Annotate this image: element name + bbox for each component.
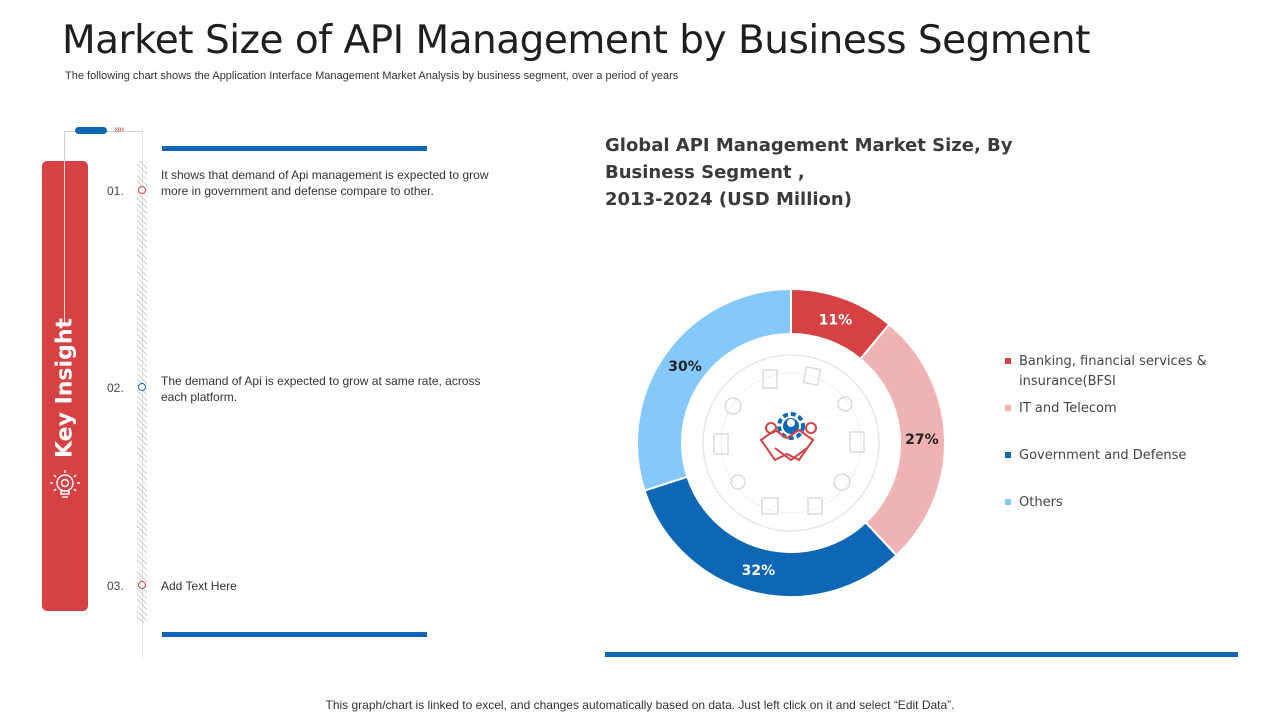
handshake-gear-icon [759,412,817,462]
key-panel-divider [64,161,65,323]
chart-title-line-1: Global API Management Market Size, By [605,135,1013,156]
legend-label-bfsi-line-2: insurance(BFSI [1019,374,1116,389]
decorative-pill [75,127,107,134]
legend-item-it-telecom: IT and Telecom [1005,399,1235,419]
donut-chart: 11% 27% 32% 30% [636,287,946,598]
top-rule [162,146,427,151]
legend-item-bfsi: Banking, financial services & insurance(… [1005,352,1235,392]
step-marker-1 [138,186,146,194]
chart-title-line-2: Business Segment , [605,162,805,183]
chart-title: Global API Management Market Size, By Bu… [605,132,1045,213]
footer-note: This graph/chart is linked to excel, and… [325,698,955,712]
center-illustration [702,354,880,532]
legend-label-bfsi-line-1: Banking, financial services & [1019,354,1207,369]
data-label-it-telecom: 27% [905,432,939,448]
legend-item-government: Government and Defense [1005,446,1235,466]
data-label-others: 30% [668,359,702,375]
legend-swatch-others [1005,499,1011,505]
step-number-1: 01. [107,184,124,198]
chart-bottom-rule [605,652,1238,657]
legend-label-government: Government and Defense [1019,448,1187,463]
data-label-bfsi: 11% [819,313,853,329]
step-text-2: The demand of Api is expected to grow at… [161,374,481,404]
legend-swatch-it-telecom [1005,405,1011,411]
legend-label-it-telecom: IT and Telecom [1019,401,1117,416]
legend-swatch-government [1005,452,1011,458]
key-insight-label: Key Insight [52,318,78,458]
data-label-government: 32% [742,563,776,579]
timeline-hatch [137,161,147,623]
step-marker-3 [138,581,146,589]
donut-slice-government [643,475,898,598]
key-connector-line-vertical [64,131,65,161]
page-subtitle: The following chart shows the Applicatio… [65,70,679,82]
chevrons-icon: ›››› [114,124,124,135]
step-number-3: 03. [107,579,124,593]
donut-slice-others [636,287,792,492]
lightbulb-icon [50,470,80,498]
legend-swatch-bfsi [1005,358,1011,364]
page-title: Market Size of API Management by Busines… [62,18,1090,63]
step-marker-2 [138,383,146,391]
legend-item-others: Others [1005,493,1235,513]
bottom-rule [162,632,427,637]
legend-label-others: Others [1019,495,1063,510]
step-number-2: 02. [107,381,124,395]
step-text-3: Add Text Here [161,579,237,593]
chart-title-line-3: 2013-2024 (USD Million) [605,189,852,210]
key-insight-panel [42,161,88,611]
step-text-1: It shows that demand of Api management i… [161,168,489,198]
